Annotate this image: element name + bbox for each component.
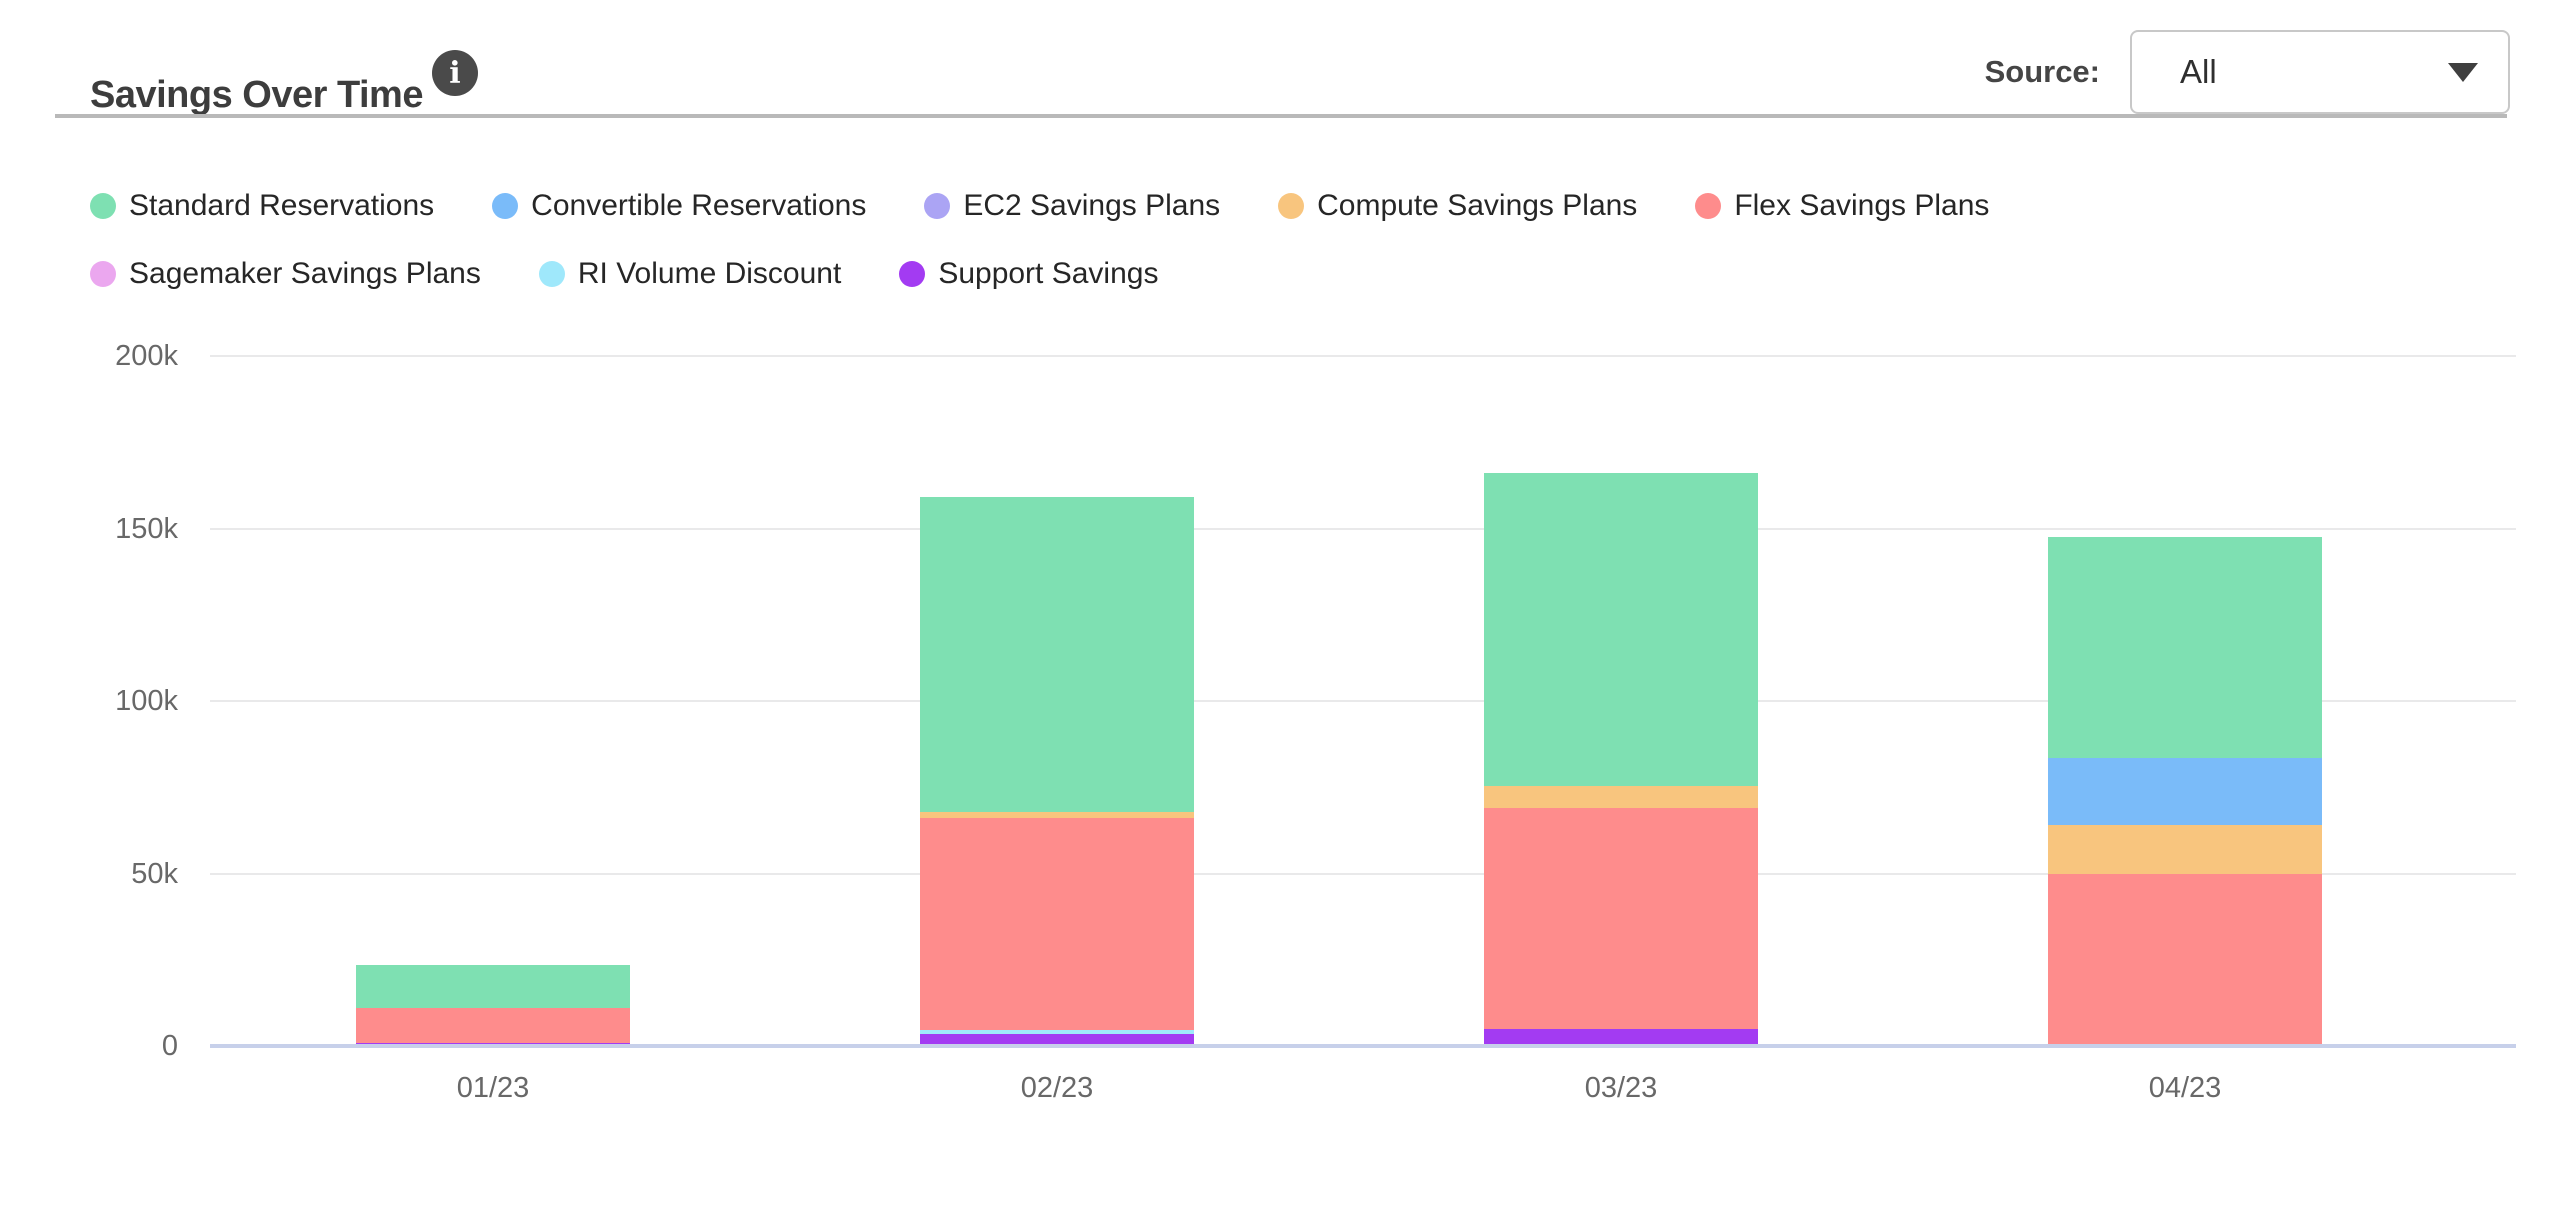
legend-item-convertible[interactable]: Convertible Reservations [492,186,866,226]
x-tick-label-01/23: 01/23 [456,1072,530,1104]
legend-dot-sagemaker [90,261,116,287]
legend-dot-ri_volume [538,261,565,287]
bar-segment-01/23-flex[interactable] [356,1008,630,1043]
y-tick-label-150k: 150k [115,512,178,545]
bar-02/23 [920,496,1194,1046]
bar-segment-04/23-flex[interactable] [2048,873,2322,1046]
source-control: Source: All [1985,30,2510,114]
bar-segment-03/23-flex[interactable] [1484,807,1758,1029]
legend-label-ec2: EC2 Savings Plans [963,189,1221,222]
legend-item-standard[interactable]: Standard Reservations [90,186,434,226]
info-icon-glyph: i [449,55,461,91]
legend-item-compute[interactable]: Compute Savings Plans [1278,186,1637,226]
legend-item-support[interactable]: Support Savings [899,254,1158,294]
legend-label-flex: Flex Savings Plans [1734,189,1990,222]
chart-legend: Standard Reservations Convertible Reserva… [90,186,2430,294]
header-divider [55,114,2507,118]
bar-segment-03/23-standard[interactable] [1484,473,1758,786]
y-tick-label-200k: 200k [115,340,178,372]
bar-03/23 [1484,473,1758,1046]
bar-segment-02/23-ri_volume[interactable] [920,1029,1194,1034]
x-tick-label-04/23: 04/23 [2148,1072,2222,1104]
legend-dot-flex [1695,193,1722,219]
legend-label-support: Support Savings [938,257,1159,290]
legend-label-compute: Compute Savings Plans [1317,189,1638,222]
page-title: Savings Over Time [90,74,423,117]
bar-segment-02/23-standard[interactable] [920,496,1194,813]
legend-item-sagemaker[interactable]: Sagemaker Savings Plans [90,254,481,294]
legend-dot-ec2 [924,193,951,219]
source-dropdown-value: All [2180,53,2217,90]
bar-segment-03/23-compute[interactable] [1484,785,1758,808]
gridline-100k [210,700,2516,702]
legend-item-flex[interactable]: Flex Savings Plans [1695,186,1989,226]
x-tick-label-03/23: 03/23 [1584,1072,1658,1104]
x-tick-label-02/23: 02/23 [1020,1072,1094,1104]
y-tick-label-50k: 50k [131,857,178,890]
bar-segment-01/23-standard[interactable] [356,964,630,1009]
chevron-down-icon [2448,62,2478,82]
legend-label-standard: Standard Reservations [129,189,435,222]
y-tick-label-100k: 100k [115,685,178,717]
legend-dot-support [899,261,926,287]
legend-label-convertible: Convertible Reservations [531,189,867,222]
bar-segment-04/23-convertible[interactable] [2048,757,2322,826]
gridline-200k [210,355,2516,357]
source-label: Source: [1984,54,2100,89]
gridline-50k [210,872,2516,875]
gridline-150k [210,527,2516,530]
legend-dot-convertible [492,193,519,219]
bar-segment-02/23-flex[interactable] [920,817,1194,1030]
info-icon[interactable]: i [432,50,478,96]
source-dropdown[interactable]: All [2130,30,2510,114]
bar-segment-03/23-support[interactable] [1484,1028,1758,1046]
legend-dot-standard [90,193,116,219]
legend-label-ri_volume: RI Volume Discount [577,257,842,290]
legend-item-ri_volume[interactable]: RI Volume Discount [538,254,842,294]
bar-segment-04/23-standard[interactable] [2048,537,2322,758]
bar-segment-02/23-compute[interactable] [920,812,1194,818]
bar-04/23 [2048,537,2322,1046]
bar-01/23 [356,964,630,1046]
x-axis-line [210,1044,2516,1048]
y-tick-label-0: 0 [161,1030,178,1062]
legend-label-sagemaker: Sagemaker Savings Plans [129,257,481,290]
legend-item-ec2[interactable]: EC2 Savings Plans [924,186,1220,226]
legend-dot-compute [1278,193,1305,219]
bar-segment-02/23-support[interactable] [920,1033,1194,1046]
bar-segment-04/23-compute[interactable] [2048,825,2322,874]
